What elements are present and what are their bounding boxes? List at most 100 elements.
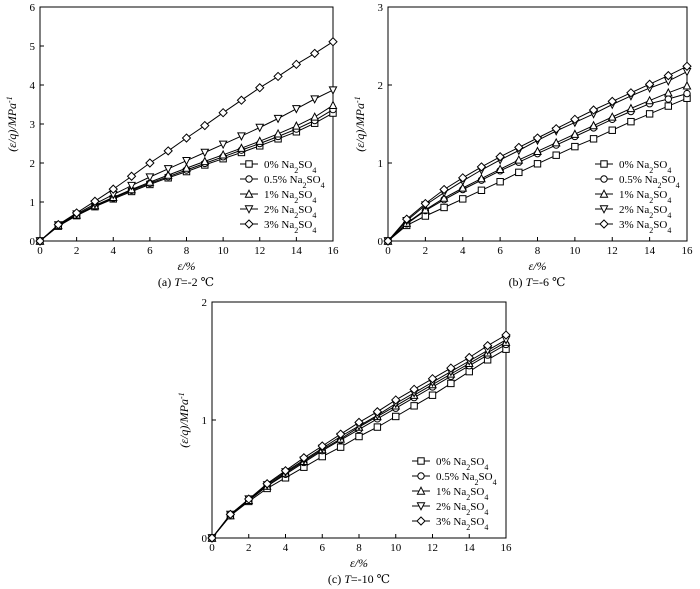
data-point <box>218 107 228 118</box>
data-point <box>335 429 346 439</box>
legend-marker <box>599 205 609 214</box>
x-tick-label: 10 <box>569 245 581 257</box>
x-tick-label: 0 <box>385 245 391 257</box>
data-point <box>645 110 654 118</box>
x-axis-label: ε/% <box>177 259 195 273</box>
data-point <box>237 143 246 152</box>
y-tick-label: 1 <box>202 415 208 427</box>
data-point <box>218 140 228 150</box>
y-tick-label: 4 <box>30 80 36 92</box>
data-point <box>439 184 449 195</box>
data-point <box>163 146 173 156</box>
legend-label: 0% Na2SO4 <box>436 456 488 472</box>
data-point <box>355 432 363 441</box>
data-point <box>626 103 636 113</box>
data-point <box>200 156 210 166</box>
legend-marker <box>600 160 608 168</box>
data-point <box>401 214 412 224</box>
data-point <box>664 95 673 103</box>
legend-marker <box>244 205 254 214</box>
data-point <box>589 120 598 130</box>
data-point <box>551 123 561 134</box>
legend-label: 2% Na2SO4 <box>619 204 671 220</box>
data-point <box>218 149 228 159</box>
data-point <box>482 340 493 351</box>
data-point <box>464 352 474 363</box>
data-point <box>145 158 155 168</box>
data-point <box>328 37 338 47</box>
data-point <box>200 120 210 131</box>
data-point <box>255 123 265 133</box>
y-tick-label: 6 <box>30 2 36 14</box>
data-point <box>291 105 301 114</box>
panel-caption: (c) T=-10 ℃ <box>328 572 390 586</box>
x-tick-label: 12 <box>427 542 438 554</box>
legend-marker <box>599 189 609 198</box>
data-point <box>495 152 505 162</box>
data-point <box>532 133 543 143</box>
legend-label: 3% Na2SO4 <box>264 219 316 235</box>
data-point <box>255 83 265 93</box>
legend-label: 2% Na2SO4 <box>436 501 488 517</box>
y-tick-label: 2 <box>202 297 208 309</box>
x-tick-label: 12 <box>254 245 265 257</box>
data-point <box>53 219 64 230</box>
data-point <box>262 479 272 489</box>
data-point <box>273 128 283 138</box>
data-point <box>495 164 505 173</box>
legend-marker <box>416 516 426 526</box>
data-point <box>126 171 137 181</box>
data-point <box>607 112 617 121</box>
data-point <box>627 117 635 126</box>
data-point <box>409 384 419 395</box>
data-point <box>683 89 691 98</box>
data-point <box>459 195 467 203</box>
data-point <box>309 48 320 59</box>
data-point <box>571 142 579 151</box>
y-tick-label: 2 <box>30 158 36 170</box>
data-point <box>145 173 155 182</box>
data-point <box>552 151 560 159</box>
data-point <box>328 100 338 109</box>
legend-label: 0.5% Na2SO4 <box>436 471 497 487</box>
data-point <box>127 181 136 191</box>
data-point <box>501 330 511 340</box>
data-point <box>35 236 45 246</box>
y-tick-label: 1 <box>378 158 384 170</box>
data-point <box>570 129 580 138</box>
x-tick-label: 16 <box>328 245 340 257</box>
legend-marker <box>244 219 254 229</box>
x-tick-label: 2 <box>74 245 80 257</box>
data-point <box>108 184 118 194</box>
x-tick-label: 6 <box>147 245 153 257</box>
x-tick-label: 16 <box>682 245 694 257</box>
data-point <box>336 443 345 451</box>
x-tick-label: 0 <box>37 245 43 257</box>
data-point <box>299 453 309 463</box>
legend-label: 0.5% Na2SO4 <box>264 174 325 190</box>
data-point <box>90 196 100 206</box>
panel-caption: (a) T=-2 ℃ <box>158 275 214 289</box>
data-point <box>477 186 486 195</box>
data-point <box>570 114 580 125</box>
data-point <box>588 105 599 115</box>
x-tick-label: 10 <box>390 542 402 554</box>
data-point <box>225 509 236 520</box>
data-point <box>551 137 561 147</box>
data-point <box>163 165 173 174</box>
y-tick-label: 0 <box>378 236 384 248</box>
data-point <box>476 162 487 172</box>
x-axis-label: ε/% <box>350 556 368 570</box>
legend-marker <box>245 160 253 168</box>
y-tick-label: 5 <box>30 41 36 53</box>
data-point <box>533 160 542 168</box>
data-point <box>515 168 523 177</box>
data-point <box>181 133 192 143</box>
data-point <box>328 86 338 95</box>
x-tick-label: 16 <box>501 542 513 554</box>
data-point <box>237 132 246 141</box>
legend-marker <box>416 502 426 511</box>
data-point <box>410 402 418 410</box>
